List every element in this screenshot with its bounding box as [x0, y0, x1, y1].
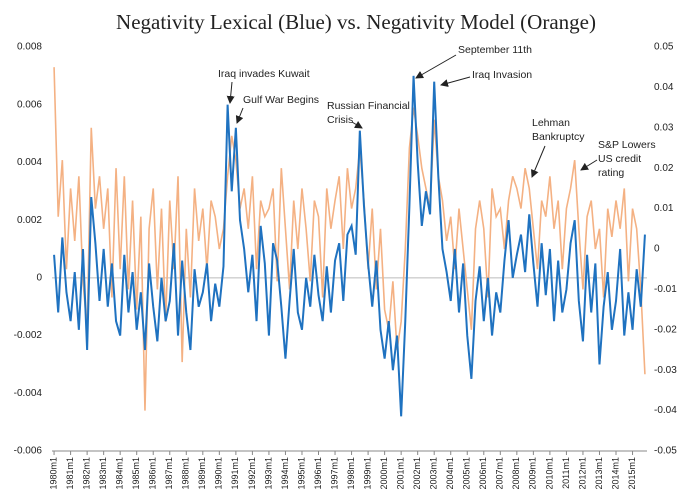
annotation: Gulf War Begins [243, 94, 319, 106]
x-tick-label: 1985m1 [131, 457, 141, 490]
chart-title: Negativity Lexical (Blue) vs. Negativity… [116, 10, 596, 34]
y-tick-label: 0.006 [17, 99, 42, 110]
annotation-arrow [235, 107, 244, 124]
y2-tick-label: 0.04 [654, 82, 674, 93]
x-tick-label: 1991m1 [230, 457, 240, 490]
x-tick-label: 1987m1 [164, 457, 174, 490]
x-tick-label: 1980m1 [48, 457, 58, 490]
annotation: Bankruptcy [532, 131, 585, 143]
x-tick-label: 2001m1 [396, 457, 406, 490]
annotation: Lehman [532, 117, 570, 129]
y2-tick-label: 0 [654, 244, 660, 255]
y2-tick-label: -0.03 [654, 365, 677, 376]
y2-tick-label: 0.05 [654, 42, 674, 53]
x-tick-label: 1995m1 [296, 457, 306, 490]
annotation: September 11th [458, 44, 532, 56]
x-tick-label: 2000m1 [379, 457, 389, 490]
x-tick-label: 2002m1 [412, 457, 422, 490]
x-tick-label: 1981m1 [65, 457, 75, 490]
annotation-arrow [226, 81, 235, 104]
annotation: Iraq invades Kuwait [218, 68, 310, 80]
x-tick-label: 2011m1 [561, 457, 571, 489]
x-tick-label: 2012m1 [577, 457, 587, 490]
y-tick-label: -0.006 [14, 446, 43, 457]
y2-tick-label: 0.02 [654, 163, 674, 174]
y-tick-label: -0.004 [14, 388, 43, 399]
x-tick-label: 2005m1 [462, 457, 472, 490]
annotation: Russian Financial [327, 100, 410, 112]
annotation: Iraq Invasion [472, 69, 532, 81]
series-line [53, 67, 646, 411]
x-tick-label: 1998m1 [346, 457, 356, 490]
annotation-arrow [351, 120, 363, 129]
y2-tick-label: -0.02 [654, 324, 677, 335]
x-tick-label: 1999m1 [362, 457, 372, 490]
x-tick-label: 2013m1 [594, 457, 604, 490]
x-tick-label: 2003m1 [429, 457, 439, 490]
x-tick-label: 1996m1 [313, 457, 323, 490]
x-tick-label: 2007m1 [495, 457, 505, 490]
annotation: rating [598, 167, 624, 179]
annotation-arrow [580, 159, 598, 171]
x-tick-label: 1992m1 [247, 457, 257, 490]
x-tick-label: 1990m1 [214, 457, 224, 490]
y2-tick-label: -0.05 [654, 446, 677, 457]
x-tick-label: 1986m1 [148, 457, 158, 490]
x-tick-label: 1989m1 [197, 457, 207, 490]
annotation: Crisis [327, 114, 353, 126]
annotation: S&P Lowers [598, 139, 656, 151]
x-tick-label: 2006m1 [478, 457, 488, 490]
x-tick-label: 1984m1 [115, 457, 125, 490]
y2-tick-label: 0.03 [654, 122, 674, 133]
x-tick-label: 1993m1 [263, 457, 273, 490]
annotation: US credit [598, 153, 641, 165]
x-tick-label: 1988m1 [181, 457, 191, 490]
y2-tick-label: -0.01 [654, 284, 677, 295]
series-line [53, 75, 646, 417]
annotation-arrow [415, 54, 457, 79]
annotation-arrow [440, 76, 471, 87]
x-tick-label: 2004m1 [445, 457, 455, 490]
y2-tick-label: 0.01 [654, 203, 674, 214]
annotation-arrow [531, 145, 546, 178]
x-tick-label: 2008m1 [511, 457, 521, 490]
y-tick-label: 0.008 [17, 42, 42, 53]
y-tick-label: 0.004 [17, 157, 42, 168]
x-tick-label: 2014m1 [610, 457, 620, 490]
x-tick-label: 2009m1 [528, 457, 538, 490]
y-tick-label: 0 [36, 272, 42, 283]
y-tick-label: -0.002 [14, 330, 43, 341]
x-tick-label: 2010m1 [544, 457, 554, 490]
x-tick-label: 1997m1 [329, 457, 339, 490]
y2-tick-label: -0.04 [654, 405, 677, 416]
x-tick-label: 1982m1 [81, 457, 91, 490]
x-tick-label: 2015m1 [627, 457, 637, 490]
x-tick-label: 1983m1 [98, 457, 108, 490]
x-tick-label: 1994m1 [280, 457, 290, 490]
y-tick-label: 0.002 [17, 215, 42, 226]
